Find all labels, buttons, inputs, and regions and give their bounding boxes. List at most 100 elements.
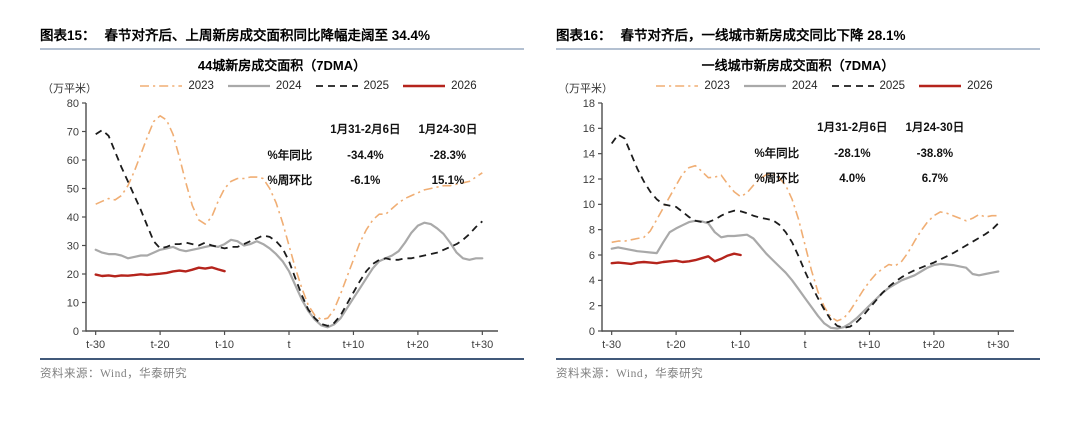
legend-label-2025: 2025 — [879, 80, 906, 92]
svg-text:40: 40 — [67, 212, 79, 224]
svg-text:10: 10 — [67, 297, 79, 309]
legend-label-2024: 2024 — [275, 80, 302, 92]
series-line-2024 — [610, 219, 1000, 330]
annotation-col-header: 1月24-30日 — [418, 124, 478, 136]
annotation-col-header — [267, 118, 321, 144]
svg-text:t: t — [803, 339, 806, 351]
svg-text:6: 6 — [589, 250, 595, 262]
series-line-2024 — [94, 221, 484, 329]
figure-16-header: 图表16： 春节对齐后，一线城市新房成交同比下降 28.1% — [556, 22, 1040, 50]
legend-swatch-2023 — [656, 85, 699, 87]
figure-15-header: 图表15： 春节对齐后、上周新房成交面积同比降幅走阔至 34.4% — [40, 22, 524, 50]
figure-16-header-title: 春节对齐后，一线城市新房成交同比下降 28.1% — [620, 28, 906, 43]
legend-item-2024: 2024 — [743, 80, 818, 92]
figure-15-panel: 图表15： 春节对齐后、上周新房成交面积同比降幅走阔至 34.4% 44城新房成… — [40, 22, 524, 381]
svg-text:70: 70 — [67, 126, 79, 138]
annotation-row-label: %年同比 — [754, 147, 800, 160]
svg-text:60: 60 — [67, 155, 79, 167]
legend-item-2024: 2024 — [227, 80, 302, 92]
figure-15-header-label: 图表15： — [40, 28, 96, 43]
legend-swatch-2026 — [919, 84, 962, 88]
annotation-row: %年同比 -28.1% -38.8% — [754, 142, 973, 168]
series-line-2025 — [610, 133, 999, 329]
svg-text:2: 2 — [589, 300, 595, 312]
legend-item-2026: 2026 — [402, 80, 477, 92]
figure-16-legend: 2023 2024 2025 2026 — [608, 76, 1040, 96]
legend-swatch-2024 — [227, 84, 270, 88]
legend-label-2023: 2023 — [704, 80, 730, 92]
annotation-value: -28.1% — [834, 147, 871, 160]
svg-text:4: 4 — [589, 275, 595, 287]
figure-15-y-unit-label: （万平米） — [42, 83, 97, 95]
svg-text:8: 8 — [589, 224, 595, 236]
figure-16-legend-row: （万平米） 2023 2024 2025 2026 — [556, 76, 1040, 96]
annotation-value: 6.7% — [921, 173, 948, 185]
svg-text:14: 14 — [583, 148, 595, 160]
figure-15-line-chart: 0 10 20 30 40 50 60 70 80 t-30 t-20 t-10 t t+10 t+20 t+… — [67, 98, 498, 351]
annotation-row: %年同比 -34.4% -28.3% — [267, 144, 486, 170]
svg-text:t-30: t-30 — [602, 339, 621, 351]
figure-15-chart-area: （万平米） 2023 2024 2025 2026 0 10 20 30 40 50 60 70 80… — [40, 76, 524, 358]
figure-16-source-text: 资料来源：Wind，华泰研究 — [556, 368, 704, 380]
figure-16-chart-area: （万平米） 2023 2024 2025 2026 0 2 4 6 8 10 12 14 16 18 t-… — [556, 76, 1040, 358]
svg-text:80: 80 — [67, 98, 79, 110]
legend-swatch-2025 — [315, 85, 358, 87]
legend-item-2023: 2023 — [655, 80, 730, 92]
svg-text:10: 10 — [583, 199, 595, 211]
annotation-row: %周环比 4.0% 6.7% — [754, 167, 973, 193]
legend-swatch-2023 — [140, 85, 183, 87]
legend-swatch-2024 — [743, 84, 786, 88]
legend-item-2025: 2025 — [315, 80, 389, 92]
annotation-value: -6.1% — [350, 175, 381, 187]
svg-text:12: 12 — [583, 174, 595, 186]
annotation-col-header: 1月31-2月6日 — [330, 124, 401, 136]
figure-15-header-title: 春节对齐后、上周新房成交面积同比降幅走阔至 34.4% — [104, 28, 431, 43]
figure-15-annotation-table: 1月31-2月6日 1月24-30日 %年同比 -34.4% -28.3% %周环比 -6.… — [267, 118, 486, 195]
svg-text:20: 20 — [67, 269, 79, 281]
annotation-col-header: 1月24-30日 — [905, 122, 965, 134]
legend-item-2025: 2025 — [831, 80, 906, 92]
svg-text:50: 50 — [67, 183, 79, 195]
figure-16-panel: 图表16： 春节对齐后，一线城市新房成交同比下降 28.1% 一线城市新房成交面… — [556, 22, 1040, 381]
svg-text:t-10: t-10 — [731, 339, 750, 351]
svg-text:t+30: t+30 — [987, 339, 1009, 351]
figure-15-source-block: 资料来源：Wind，华泰研究 — [40, 358, 524, 381]
annotation-row-label: %年同比 — [267, 149, 313, 162]
figure-16-y-unit-label: （万平米） — [558, 83, 613, 95]
svg-text:t+10: t+10 — [859, 339, 881, 351]
annotation-row-label: %周环比 — [754, 173, 800, 185]
series-line-2023 — [95, 114, 483, 321]
legend-item-2026: 2026 — [918, 80, 993, 92]
figure-16-line-chart: 0 2 4 6 8 10 12 14 16 18 t-30 t-20 t-10 t t+10 t+20 t+30 — [583, 98, 1014, 351]
annotation-row-label: %周环比 — [267, 175, 313, 187]
legend-label-2026: 2026 — [451, 80, 477, 92]
svg-text:0: 0 — [589, 326, 595, 338]
svg-text:t: t — [287, 339, 290, 351]
annotation-row: %周环比 -6.1% 15.1% — [267, 169, 486, 195]
svg-text:t-30: t-30 — [86, 339, 105, 351]
figure-15-chart-title: 44城新房成交面积（7DMA） — [197, 58, 367, 73]
svg-text:t-10: t-10 — [215, 339, 234, 351]
svg-text:0: 0 — [73, 326, 79, 338]
svg-text:t-20: t-20 — [151, 339, 170, 351]
figure-15-legend: 2023 2024 2025 2026 — [92, 76, 524, 96]
legend-label-2024: 2024 — [791, 80, 818, 92]
figure-16-source-block: 资料来源：Wind，华泰研究 — [556, 358, 1040, 381]
annotation-value: 4.0% — [839, 173, 866, 185]
svg-text:30: 30 — [67, 240, 79, 252]
annotation-col-header — [754, 116, 808, 142]
legend-swatch-2025 — [831, 85, 874, 87]
svg-text:t+30: t+30 — [471, 339, 493, 351]
figure-16-header-label: 图表16： — [556, 28, 612, 43]
legend-item-2023: 2023 — [139, 80, 214, 92]
legend-label-2026: 2026 — [967, 80, 993, 92]
legend-label-2023: 2023 — [188, 80, 214, 92]
figure-15-source-text: 资料来源：Wind，华泰研究 — [40, 368, 188, 380]
annotation-value: -34.4% — [347, 149, 384, 162]
annotation-value: -38.8% — [916, 147, 954, 160]
figure-16-chart-title: 一线城市新房成交面积（7DMA） — [701, 58, 895, 73]
svg-text:t-20: t-20 — [667, 339, 686, 351]
figure-16-annotation-table: 1月31-2月6日 1月24-30日 %年同比 -28.1% -38.8% %周环比 4.0… — [754, 116, 973, 193]
svg-text:18: 18 — [583, 98, 595, 110]
